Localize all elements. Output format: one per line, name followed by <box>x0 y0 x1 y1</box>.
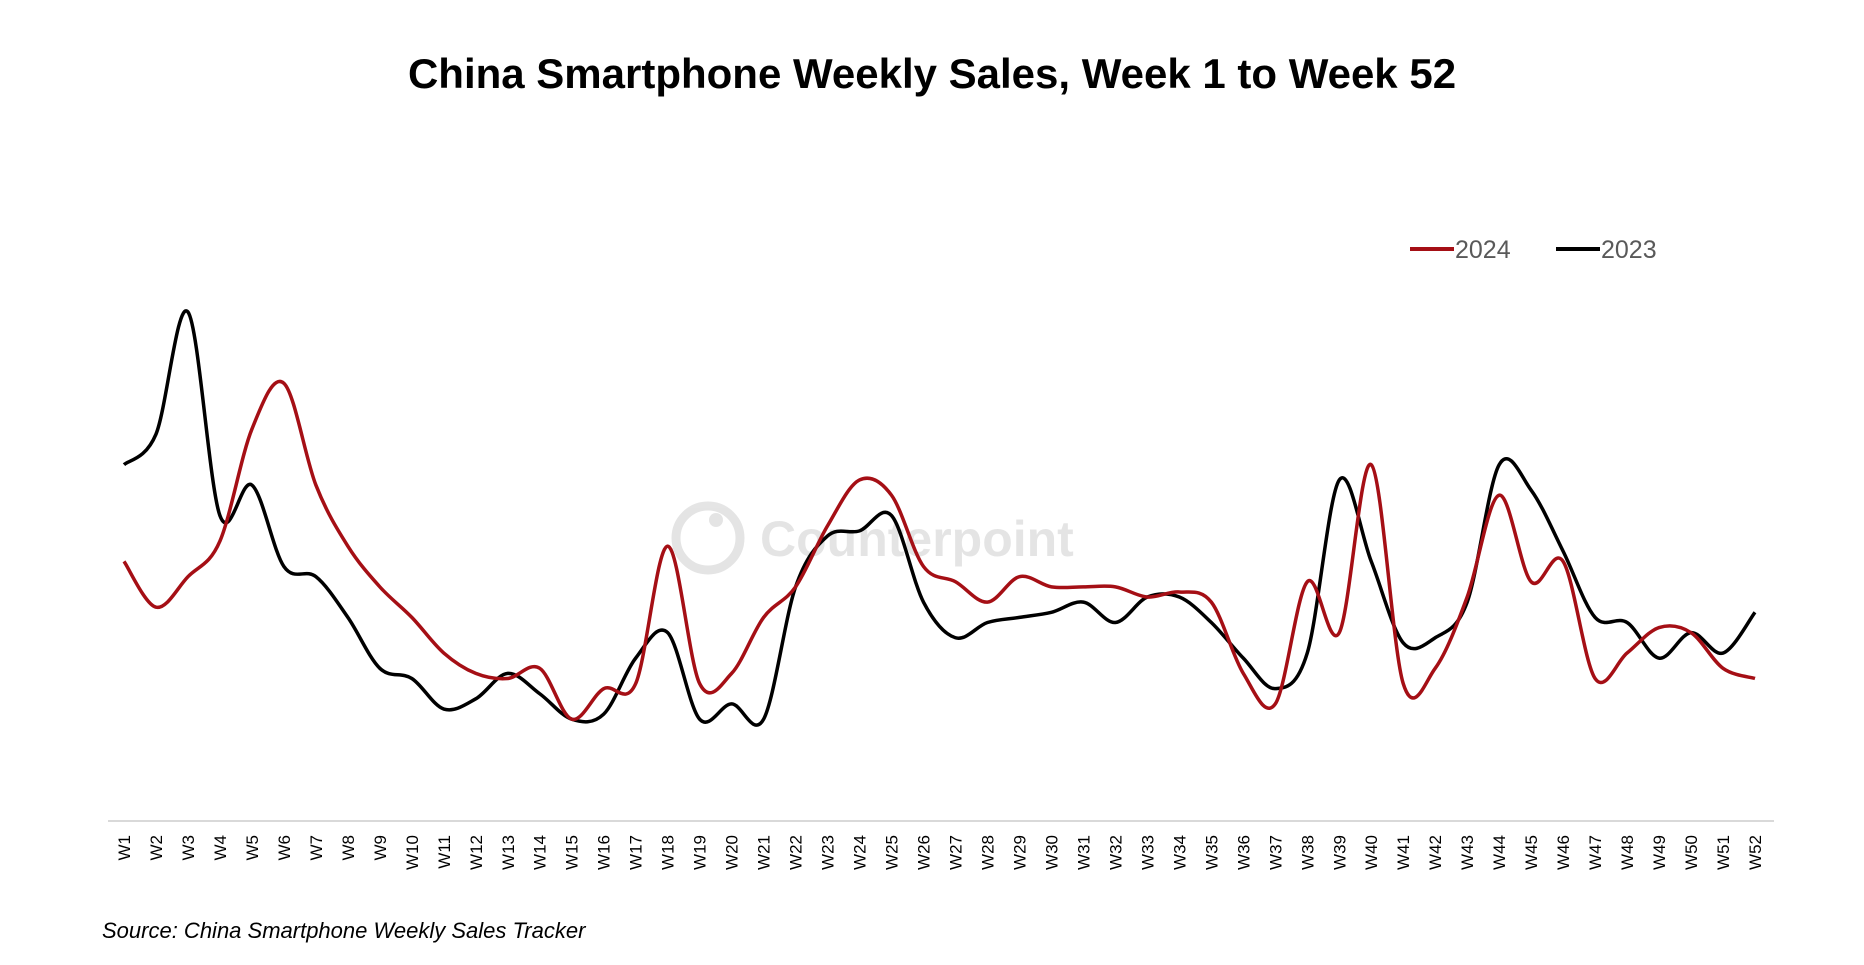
x-tick-label: W9 <box>371 835 390 861</box>
x-tick-label: W7 <box>307 835 326 861</box>
watermark-logo: Counterpoint <box>671 501 1074 575</box>
x-tick-label: W16 <box>595 835 614 870</box>
x-tick-label: W48 <box>1618 835 1637 870</box>
x-tick-label: W47 <box>1586 835 1605 870</box>
x-tick-label: W2 <box>147 835 166 861</box>
x-tick-label: W24 <box>851 835 870 870</box>
x-tick-label: W33 <box>1138 835 1157 870</box>
x-tick-label: W18 <box>659 835 678 870</box>
x-tick-label: W34 <box>1170 835 1189 870</box>
x-tick-label: W49 <box>1650 835 1669 870</box>
x-tick-label: W50 <box>1682 835 1701 870</box>
x-tick-label: W19 <box>691 835 710 870</box>
x-tick-label: W17 <box>627 835 646 870</box>
x-tick-label: W45 <box>1522 835 1541 870</box>
x-tick-label: W51 <box>1714 835 1733 870</box>
x-tick-label: W35 <box>1202 835 1221 870</box>
x-tick-label: W37 <box>1266 835 1285 870</box>
x-tick-label: W38 <box>1298 835 1317 870</box>
x-tick-label: W6 <box>275 835 294 861</box>
x-tick-label: W42 <box>1426 835 1445 870</box>
x-tick-label: W32 <box>1106 835 1125 870</box>
x-tick-label: W44 <box>1490 835 1509 870</box>
x-tick-label: W12 <box>467 835 486 870</box>
x-tick-label: W15 <box>563 835 582 870</box>
x-tick-label: W21 <box>755 835 774 870</box>
x-tick-label: W31 <box>1074 835 1093 870</box>
x-tick-label: W23 <box>819 835 838 870</box>
x-tick-label: W22 <box>787 835 806 870</box>
x-tick-label: W30 <box>1042 835 1061 870</box>
chart-title: China Smartphone Weekly Sales, Week 1 to… <box>407 50 1457 97</box>
x-tick-label: W20 <box>723 835 742 870</box>
x-tick-label: W46 <box>1554 835 1573 870</box>
x-tick-label: W25 <box>883 835 902 870</box>
source-note: Source: China Smartphone Weekly Sales Tr… <box>102 918 586 943</box>
x-tick-label: W3 <box>179 835 198 861</box>
x-tick-label: W10 <box>403 835 422 870</box>
series-line-2024 <box>122 379 1756 721</box>
x-tick-label: W1 <box>115 835 134 861</box>
x-tick-label: W8 <box>339 835 358 861</box>
x-tick-label: W27 <box>946 835 965 870</box>
x-tick-label: W28 <box>978 835 997 870</box>
x-tick-label: W43 <box>1458 835 1477 870</box>
x-tick-label: W5 <box>243 835 262 861</box>
x-tick-label: W29 <box>1010 835 1029 870</box>
legend-label-2024: 2024 <box>1455 236 1511 264</box>
x-tick-label: W14 <box>531 835 550 870</box>
x-tick-label: W52 <box>1746 835 1765 870</box>
legend: 2024 2023 <box>1410 236 1657 264</box>
x-tick-label: W40 <box>1362 835 1381 870</box>
x-tick-label: W39 <box>1330 835 1349 870</box>
x-tick-label: W26 <box>915 835 934 870</box>
x-tick-label: W36 <box>1234 835 1253 870</box>
x-tick-label: W11 <box>435 835 454 869</box>
x-tick-label: W41 <box>1394 835 1413 870</box>
x-tick-label: W4 <box>211 835 230 861</box>
x-tick-label: W13 <box>499 835 518 870</box>
legend-label-2023: 2023 <box>1601 236 1657 264</box>
